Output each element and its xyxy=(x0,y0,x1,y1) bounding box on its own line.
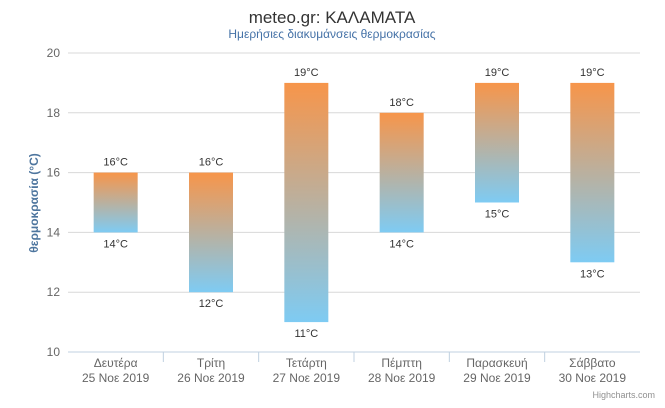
y-tick-label: 14 xyxy=(47,225,61,239)
high-value-label: 19°C xyxy=(485,67,510,79)
credits-text[interactable]: Highcharts.com xyxy=(592,390,655,400)
x-tick-date: 26 Noε 2019 xyxy=(177,371,245,385)
y-tick-label: 12 xyxy=(47,285,61,299)
x-tick-day: Σάββατο xyxy=(569,356,616,370)
high-value-label: 19°C xyxy=(294,67,319,79)
high-value-label: 16°C xyxy=(199,157,224,169)
bar-range[interactable] xyxy=(284,82,329,323)
grid-lines xyxy=(68,52,640,353)
bar-series: 16°C 14°C 16°C 12°C 19°C 11°C 18°C 14°C 19°C 15°C… xyxy=(93,67,615,340)
high-value-label: 18°C xyxy=(389,97,414,109)
y-tick-label: 18 xyxy=(47,106,61,120)
low-value-label: 14°C xyxy=(389,238,414,250)
y-tick-label: 16 xyxy=(47,166,61,180)
x-tick-day: Τετάρτη xyxy=(286,356,327,370)
y-axis-ticks: 10 12 14 16 18 20 xyxy=(47,46,61,359)
x-tick-date: 27 Noε 2019 xyxy=(273,371,341,385)
bar-range[interactable] xyxy=(475,82,519,203)
high-value-label: 16°C xyxy=(103,157,128,169)
y-tick-label: 20 xyxy=(47,46,61,60)
low-value-label: 15°C xyxy=(485,209,510,221)
bar-range[interactable] xyxy=(379,112,424,233)
low-value-label: 14°C xyxy=(103,238,128,250)
low-value-label: 12°C xyxy=(199,298,224,310)
chart-title: meteo.gr: ΚΑΛΑΜΑΤΑ xyxy=(249,8,416,27)
low-value-label: 11°C xyxy=(294,328,318,340)
chart-subtitle: Ημερήσιες διακυμάνσεις θερμοκρασίας xyxy=(228,27,435,41)
high-value-label: 19°C xyxy=(580,67,605,79)
y-axis-label: θερμοκρασία (°C) xyxy=(27,153,41,252)
bar-range[interactable] xyxy=(570,82,615,263)
bar-range[interactable] xyxy=(189,172,233,293)
x-tick-day: Τρίτη xyxy=(197,356,225,370)
x-tick-date: 25 Noε 2019 xyxy=(82,371,150,385)
x-tick-day: Πέμπτη xyxy=(381,356,422,370)
low-value-label: 13°C xyxy=(580,268,605,280)
x-tick-date: 29 Noε 2019 xyxy=(463,371,531,385)
x-tick-date: 28 Noε 2019 xyxy=(368,371,436,385)
x-tick-date: 30 Noε 2019 xyxy=(559,371,627,385)
x-tick-day: Δευτέρα xyxy=(94,356,138,370)
y-tick-label: 10 xyxy=(47,345,61,359)
x-tick-day: Παρασκευή xyxy=(466,356,527,370)
bar-range[interactable] xyxy=(93,172,138,233)
